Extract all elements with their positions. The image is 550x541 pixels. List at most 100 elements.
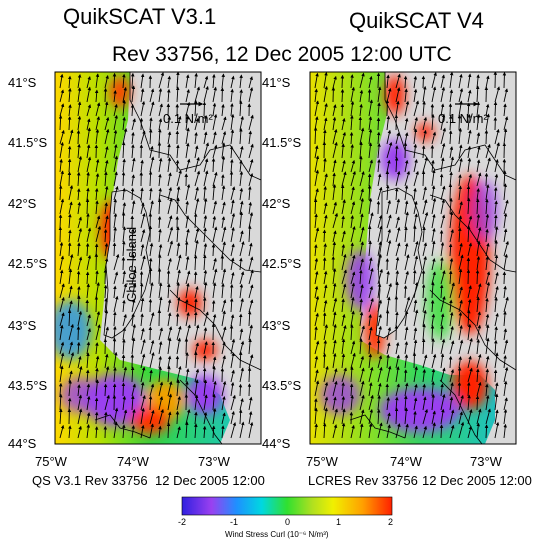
wind-vector [68,253,74,271]
wind-vector [376,339,381,355]
wind-vector [485,184,490,201]
wind-vector [239,211,244,229]
wind-vector [448,130,453,145]
wind-vector [323,202,328,215]
wind-vector [332,172,336,187]
wind-vector [59,312,65,327]
wind-vector [421,284,426,299]
wind-vector [68,104,72,117]
wind-vector [377,268,383,285]
wind-vector [176,72,180,89]
wind-vector [322,312,327,327]
wind-vector [203,327,208,341]
wind-vector [476,256,481,271]
wind-vector [422,323,426,341]
wind-vector [476,324,482,341]
wind-vector [458,157,463,173]
wind-vector [449,340,455,355]
wind-vector [248,87,254,103]
wind-vector [157,268,162,285]
wind-vector [494,326,498,341]
wind-vector [113,311,117,327]
wind-vector [377,173,382,187]
wind-vector [248,201,253,215]
wind-vector [359,241,364,257]
lon-tick-label: 75°W [306,454,339,469]
wind-vector [230,186,236,201]
wind-vector [68,201,73,215]
wind-vector [239,283,244,299]
wind-vector [413,397,418,411]
wind-vector [323,173,328,187]
wind-vector [203,243,208,257]
wind-vector [341,230,346,243]
wind-vector [449,311,454,327]
wind-vector [340,103,345,117]
wind-vector [167,75,172,89]
wind-vector [103,383,108,397]
wind-vector [440,325,444,341]
wind-vector [212,200,218,215]
wind-vector [404,310,409,327]
wind-vector [95,73,100,89]
wind-vector [203,341,208,355]
wind-vector [430,299,435,313]
wind-vector [485,368,490,383]
wind-vector [203,197,208,215]
wind-vector [341,199,346,215]
wind-vector [85,198,90,215]
wind-vector [458,215,463,229]
wind-vector [368,314,372,327]
wind-vector [386,342,391,355]
wind-vector [458,268,463,285]
wind-vector [247,383,252,397]
wind-vector [212,268,218,285]
wind-vector [449,282,455,299]
wind-vector [458,286,463,299]
wind-vector [422,85,427,103]
wind-vector [86,171,90,187]
colorbar-tick: -1 [230,517,238,527]
wind-vector [175,355,180,369]
wind-vector [377,86,382,103]
wind-vector [323,270,328,285]
wind-vector [467,145,472,159]
wind-vector [59,198,65,215]
wind-vector [467,242,473,257]
wind-vector [359,141,363,159]
wind-vector [212,144,218,159]
wind-vector [332,75,337,89]
wind-vector [185,183,191,201]
wind-vector [467,409,473,425]
wind-vector [386,199,392,215]
wind-vector [350,74,354,89]
wind-vector [332,352,337,369]
wind-vector [368,382,373,397]
wind-vector [212,393,216,411]
wind-vector [212,257,217,271]
wind-vector [350,201,356,215]
wind-vector [203,75,209,89]
wind-vector [229,283,234,299]
wind-vector [503,285,507,299]
wind-vector [314,188,319,201]
wind-vector [440,185,446,201]
wind-vector [341,131,346,145]
wind-vector [332,268,337,285]
wind-vector [131,337,136,355]
wind-vector [386,365,392,383]
wind-vector [221,380,227,397]
wind-vector [193,254,198,271]
wind-vector [113,367,117,383]
wind-vector [77,216,82,229]
wind-vector [175,312,180,327]
wind-vector [494,421,500,439]
wind-vector [113,171,118,187]
wind-vector [448,183,453,201]
wind-vector [221,226,227,243]
wind-vector [323,381,329,397]
wind-vector [494,200,498,215]
wind-vector [350,100,355,117]
wind-vector [77,408,83,425]
wind-vector [140,313,144,327]
